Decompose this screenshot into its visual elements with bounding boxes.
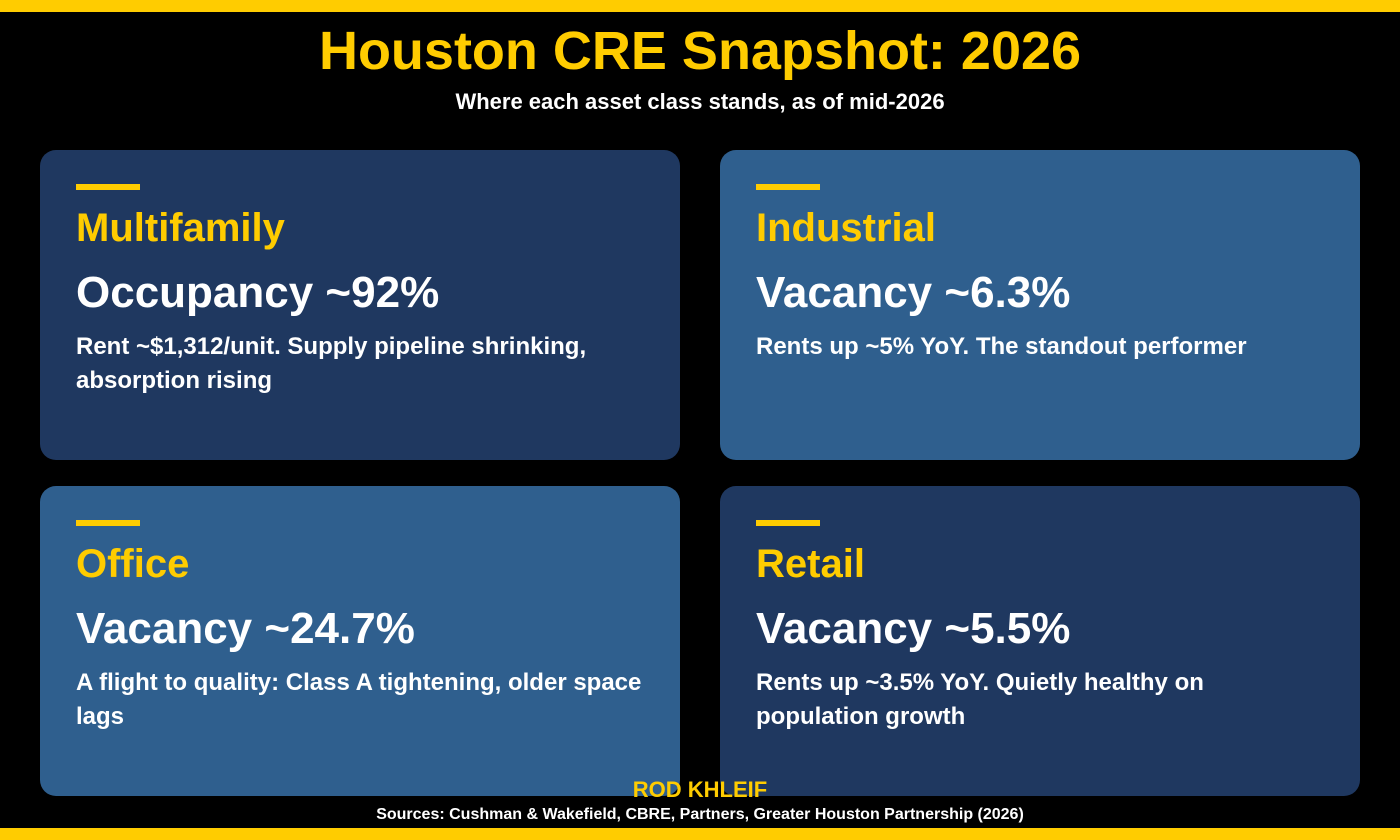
card-accent-line bbox=[76, 520, 140, 526]
card-office: Office Vacancy ~24.7% A flight to qualit… bbox=[40, 486, 680, 796]
page-subtitle: Where each asset class stands, as of mid… bbox=[455, 89, 945, 114]
card-retail: Retail Vacancy ~5.5% Rents up ~3.5% YoY.… bbox=[720, 486, 1360, 796]
top-accent-bar bbox=[0, 0, 1400, 12]
page-title: Houston CRE Snapshot: 2026 bbox=[318, 21, 1082, 81]
card-title: Office bbox=[76, 542, 190, 586]
card-title: Retail bbox=[756, 542, 865, 586]
card-accent-line bbox=[756, 184, 820, 190]
card-description: Rents up ~3.5% YoY. Quietly healthy on p… bbox=[756, 669, 1204, 730]
card-metric: Vacancy ~5.5% bbox=[756, 604, 1071, 653]
card-metric: Occupancy ~92% bbox=[76, 268, 440, 317]
card-description: Rent ~$1,312/unit. Supply pipeline shrin… bbox=[76, 333, 587, 394]
card-metric: Vacancy ~6.3% bbox=[756, 268, 1071, 317]
card-accent-line bbox=[756, 520, 820, 526]
card-industrial: Industrial Vacancy ~6.3% Rents up ~5% Yo… bbox=[720, 150, 1360, 460]
card-title: Multifamily bbox=[76, 206, 285, 250]
card-accent-line bbox=[76, 184, 140, 190]
card-multifamily: Multifamily Occupancy ~92% Rent ~$1,312/… bbox=[40, 150, 680, 460]
card-title: Industrial bbox=[756, 206, 937, 250]
card-description: A flight to quality: Class A tightening,… bbox=[76, 669, 642, 730]
author-name: ROD KHLEIF bbox=[632, 777, 768, 802]
card-description: Rents up ~5% YoY. The standout performer bbox=[756, 333, 1247, 360]
sources-note: Sources: Cushman & Wakefield, CBRE, Part… bbox=[376, 806, 1024, 823]
bottom-accent-bar bbox=[0, 828, 1400, 840]
card-metric: Vacancy ~24.7% bbox=[76, 604, 415, 653]
